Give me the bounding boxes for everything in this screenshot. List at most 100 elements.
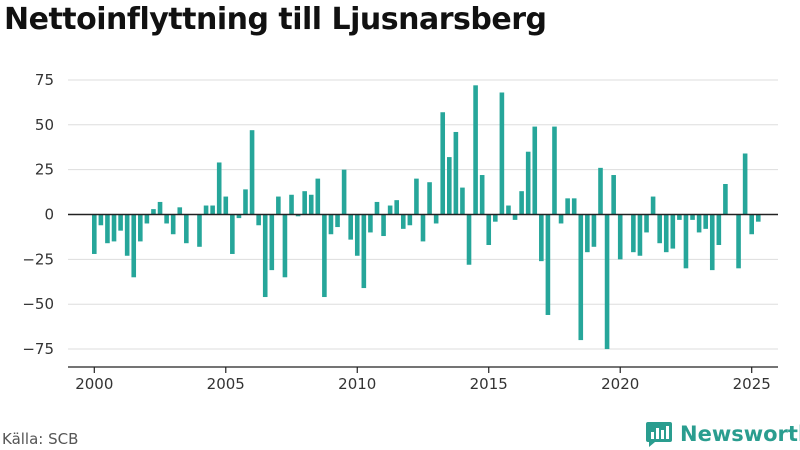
bar xyxy=(591,214,597,247)
bar xyxy=(118,214,123,231)
bar xyxy=(644,214,649,233)
bar xyxy=(578,214,584,341)
bar xyxy=(164,214,169,224)
bar xyxy=(341,169,347,215)
bar xyxy=(348,214,353,240)
bar xyxy=(400,214,406,229)
bar xyxy=(545,214,551,315)
bar xyxy=(236,214,242,219)
bar xyxy=(98,214,104,226)
bar xyxy=(571,198,577,215)
bar xyxy=(604,214,610,350)
bar xyxy=(598,167,603,215)
y-tick-label: −50 xyxy=(22,295,54,313)
y-tick-label: 0 xyxy=(44,206,54,224)
bar xyxy=(690,214,695,220)
bar xyxy=(144,214,150,224)
bar xyxy=(749,214,754,235)
bar xyxy=(650,196,656,215)
bar xyxy=(282,214,288,278)
bar xyxy=(663,214,669,253)
bar xyxy=(131,214,137,278)
bar xyxy=(256,214,261,226)
bar xyxy=(92,214,97,254)
y-tick-label: 75 xyxy=(35,71,54,89)
grid-lines xyxy=(68,79,778,350)
bar xyxy=(289,194,294,215)
x-tick-label: 2010 xyxy=(338,375,376,393)
x-tick-label: 2020 xyxy=(601,375,639,393)
bar xyxy=(433,214,439,224)
bar xyxy=(696,214,702,233)
bar xyxy=(539,214,544,262)
bar xyxy=(709,214,715,271)
bar xyxy=(460,187,465,215)
bar xyxy=(308,194,314,215)
bar-chart: 75 50 25 0 −25 −50 −75 2000 2005 2010 2015 2020 2025 xyxy=(22,71,778,393)
bar xyxy=(249,130,255,215)
bar xyxy=(170,214,176,235)
bar xyxy=(683,214,689,269)
bar xyxy=(368,214,373,233)
bar xyxy=(223,196,229,215)
bar xyxy=(394,200,399,215)
x-tick-label: 2025 xyxy=(733,375,771,393)
bar xyxy=(230,214,235,254)
bar xyxy=(177,207,183,215)
bar xyxy=(552,126,557,215)
x-tick-label: 2005 xyxy=(207,375,245,393)
bar xyxy=(565,198,570,215)
bar xyxy=(657,214,662,244)
bars xyxy=(92,85,761,350)
bar xyxy=(585,214,590,253)
bar xyxy=(447,157,452,215)
bar xyxy=(512,214,518,220)
bar xyxy=(755,214,761,222)
bar xyxy=(387,205,393,215)
bar xyxy=(670,214,676,249)
y-tick-label: 25 xyxy=(35,161,54,179)
bar xyxy=(315,178,321,215)
bar xyxy=(420,214,426,242)
source-label: Källa: SCB xyxy=(2,430,79,448)
bar xyxy=(736,214,741,269)
y-tick-label: −75 xyxy=(22,340,54,358)
y-tick-label: 50 xyxy=(35,116,54,134)
axes: 75 50 25 0 −25 −50 −75 2000 2005 2010 2015 2020 2025 xyxy=(22,71,778,393)
bar xyxy=(374,201,380,215)
bar xyxy=(723,184,728,215)
bar xyxy=(111,214,117,242)
bar xyxy=(197,214,202,247)
bar-chart-logo-icon xyxy=(646,422,672,447)
bar xyxy=(453,131,459,215)
bar xyxy=(558,214,564,224)
bar xyxy=(677,214,682,220)
bar xyxy=(466,214,472,265)
bar xyxy=(124,214,130,256)
bar xyxy=(479,175,485,215)
bar xyxy=(276,196,281,215)
bar xyxy=(611,175,616,215)
bar xyxy=(742,153,748,215)
brand-logo[interactable]: Newsworthy xyxy=(645,420,800,448)
bar xyxy=(184,214,189,244)
bar xyxy=(473,85,478,215)
bar xyxy=(322,214,327,298)
bar xyxy=(302,191,307,215)
bar xyxy=(354,214,360,256)
bar xyxy=(486,214,492,245)
x-tick-label: 2015 xyxy=(470,375,508,393)
bar xyxy=(407,214,413,226)
bar xyxy=(703,214,708,229)
bar xyxy=(216,162,222,215)
bar xyxy=(157,201,163,215)
bar xyxy=(105,214,110,244)
bar xyxy=(381,214,386,237)
bar xyxy=(499,92,505,215)
bar xyxy=(631,214,636,253)
bar xyxy=(262,214,268,298)
bar xyxy=(243,189,248,215)
bar xyxy=(295,214,301,217)
bar xyxy=(361,214,367,289)
bar xyxy=(427,182,432,215)
